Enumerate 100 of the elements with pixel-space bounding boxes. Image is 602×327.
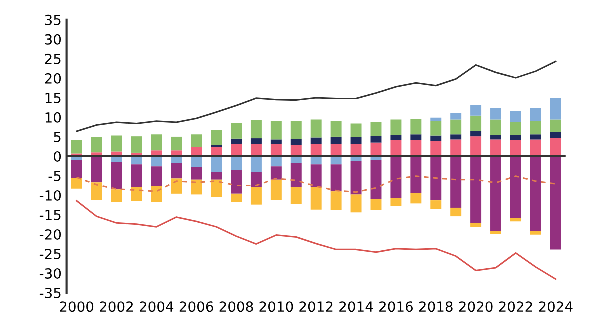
bar	[530, 156, 542, 232]
bar	[211, 156, 222, 172]
x-tick-label: 2014	[340, 302, 374, 312]
bar	[191, 134, 202, 148]
bar	[490, 156, 502, 232]
bar	[91, 156, 102, 183]
bar	[151, 166, 162, 187]
bar	[490, 140, 502, 156]
x-tick-label: 2018	[419, 302, 453, 312]
bar	[550, 132, 562, 139]
bar	[211, 130, 222, 146]
y-tick-label: -30	[40, 268, 62, 279]
y-tick-label: 35	[45, 14, 61, 26]
bar	[470, 156, 482, 224]
bar	[71, 140, 82, 154]
bar	[510, 140, 522, 156]
bar	[410, 193, 422, 204]
bar	[231, 138, 242, 144]
bar	[330, 144, 342, 156]
y-tick-label: -20	[40, 229, 62, 240]
x-tick-label: 2006	[180, 302, 214, 312]
bar	[131, 164, 142, 188]
y-tick-label: 30	[45, 34, 62, 45]
bar	[390, 135, 402, 140]
y-tick-label: 20	[45, 73, 62, 84]
bar	[470, 131, 482, 137]
bar	[550, 98, 562, 120]
bar	[171, 136, 182, 151]
bar	[410, 119, 422, 135]
bar	[510, 135, 522, 140]
x-tick-label: 2008	[220, 302, 254, 312]
bar	[211, 180, 222, 198]
bar	[250, 120, 262, 139]
bar	[231, 156, 242, 171]
bar	[290, 145, 302, 156]
bar	[490, 231, 502, 234]
bar	[550, 120, 562, 132]
bar	[250, 156, 262, 172]
bar	[350, 124, 362, 138]
bar	[290, 187, 302, 204]
bar	[390, 198, 402, 206]
bar	[350, 162, 362, 195]
x-tick-label: 2016	[380, 302, 413, 312]
bar	[330, 136, 342, 144]
bar	[550, 138, 562, 156]
y-tick-label: 10	[46, 112, 62, 123]
bar	[430, 121, 442, 136]
bar	[231, 123, 242, 139]
x-tick-label: 2022	[499, 302, 532, 312]
y-tick-label: -10	[40, 190, 62, 201]
x-tick-label: 2012	[300, 302, 333, 312]
bar	[530, 121, 542, 135]
bar	[470, 136, 482, 156]
x-tick-label: 2020	[459, 302, 493, 312]
bar	[450, 113, 462, 120]
bar	[250, 172, 262, 188]
bar	[71, 160, 82, 178]
bar	[410, 134, 422, 140]
bar	[171, 163, 182, 179]
line-series	[76, 60, 557, 132]
bar	[510, 111, 522, 123]
bar	[430, 156, 442, 201]
bar	[270, 180, 282, 201]
bar	[530, 108, 542, 122]
bar	[450, 120, 462, 135]
bar	[330, 192, 342, 210]
bar	[211, 172, 222, 180]
bar	[111, 162, 122, 190]
bar	[350, 137, 362, 144]
x-tick-label: 2000	[60, 302, 94, 312]
line-series	[76, 176, 557, 194]
bar	[490, 120, 502, 136]
bar	[410, 140, 422, 156]
bar	[370, 160, 382, 199]
bar	[310, 144, 322, 156]
bar	[530, 134, 542, 140]
bar	[191, 180, 202, 195]
bar	[310, 187, 322, 210]
bar	[131, 187, 142, 202]
bar	[290, 163, 302, 188]
bar	[470, 104, 482, 116]
bar	[470, 223, 482, 228]
bar	[310, 164, 322, 188]
bar	[370, 136, 382, 143]
bar	[231, 144, 242, 156]
y-tick-label: -15	[40, 210, 61, 220]
bar	[450, 140, 462, 156]
bar	[270, 166, 282, 180]
bar	[310, 138, 322, 144]
bar	[250, 187, 262, 205]
bar	[430, 118, 442, 122]
bar	[450, 208, 462, 217]
bar	[91, 182, 102, 201]
bar	[390, 156, 402, 198]
bar	[250, 138, 262, 144]
y-tick-label: -25	[40, 248, 61, 260]
bar	[270, 120, 282, 140]
bar	[71, 178, 82, 189]
x-tick-label: 2002	[100, 302, 134, 312]
bar	[450, 134, 462, 140]
